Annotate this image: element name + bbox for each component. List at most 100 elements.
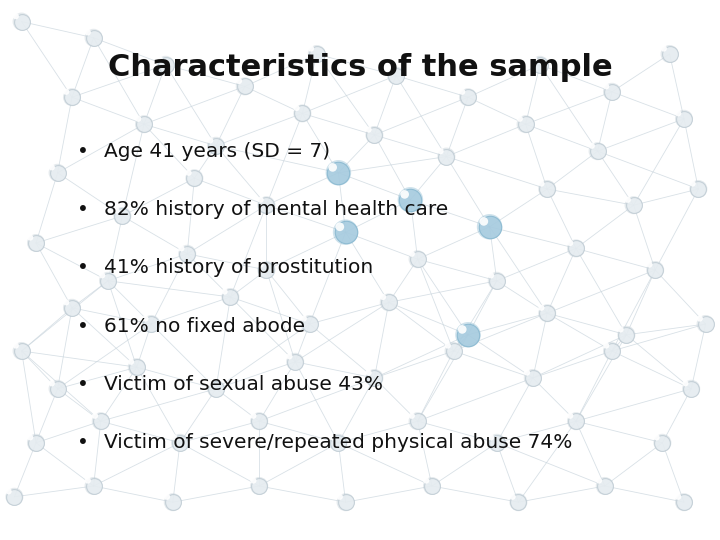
Point [600,82,612,91]
Point [334,492,346,501]
Point [405,195,416,204]
Point [520,120,531,129]
Point [570,244,582,253]
Point [599,482,611,490]
Point [248,476,259,485]
Point [88,33,99,42]
Point [95,417,107,426]
Point [651,433,662,442]
Point [644,260,655,269]
Point [485,433,497,442]
Point [570,417,582,426]
Point [672,109,684,118]
Point [369,374,380,382]
Point [111,206,122,215]
Point [189,174,200,183]
Text: 41% history of prostitution: 41% history of prostitution [104,258,374,278]
Point [46,379,58,388]
Point [622,195,634,204]
Point [534,60,546,69]
Point [160,60,171,69]
Point [255,260,266,269]
Point [340,228,351,237]
Point [210,141,222,150]
Point [16,347,27,355]
Point [564,239,576,247]
Point [176,244,187,253]
Point [96,271,108,280]
Point [405,195,416,204]
Point [233,77,245,85]
Point [412,417,423,426]
Point [284,352,295,361]
Point [174,438,186,447]
Point [340,498,351,507]
Point [66,93,78,102]
Point [369,131,380,139]
Point [174,438,186,447]
Point [448,347,459,355]
Point [678,114,690,123]
Point [52,384,63,393]
Point [678,498,690,507]
Point [225,293,236,301]
Point [154,55,166,64]
Point [88,33,99,42]
Point [248,411,259,420]
Point [261,266,272,274]
Point [441,152,452,161]
Point [441,152,452,161]
Point [412,255,423,264]
Point [420,476,432,485]
Point [462,330,474,339]
Point [693,185,704,193]
Point [700,320,711,328]
Point [297,109,308,118]
Point [60,298,72,307]
Point [658,44,670,53]
Point [95,417,107,426]
Point [456,87,468,96]
Point [484,222,495,231]
Point [225,293,236,301]
Point [304,320,315,328]
Point [615,325,626,334]
Point [30,438,42,447]
Point [462,93,474,102]
Point [564,411,576,420]
Point [333,438,344,447]
Point [528,55,540,64]
Text: •: • [77,375,89,394]
Point [399,190,410,199]
Point [327,163,338,172]
Text: Victim of sexual abuse 43%: Victim of sexual abuse 43% [104,375,383,394]
Point [491,438,503,447]
Text: •: • [77,200,89,219]
Point [383,298,395,307]
Point [363,368,374,377]
Point [131,363,143,372]
Point [435,147,446,156]
Point [16,347,27,355]
Point [66,303,78,312]
Point [305,44,317,53]
Point [16,17,27,26]
Point [167,498,179,507]
Point [369,374,380,382]
Point [334,222,346,231]
Point [593,476,605,485]
Point [138,120,150,129]
Point [52,384,63,393]
Point [628,201,639,210]
Point [628,201,639,210]
Point [514,114,526,123]
Point [513,498,524,507]
Point [168,433,180,442]
Point [363,125,374,134]
Point [527,374,539,382]
Point [9,492,20,501]
Point [491,276,503,285]
Point [412,255,423,264]
Point [60,87,72,96]
Point [377,293,389,301]
